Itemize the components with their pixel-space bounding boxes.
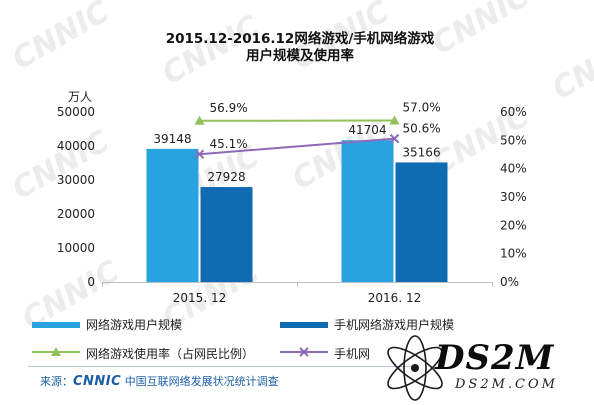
y-left-tick-label: 40000: [57, 139, 95, 153]
logo-text: DS2M: [435, 338, 555, 378]
legend-swatch-pc-users: [32, 322, 80, 328]
y-left-tick-label: 10000: [57, 241, 95, 255]
y-right-tick-label: 50%: [500, 133, 527, 147]
footer-divider: [28, 366, 418, 367]
bar-pc-users: [146, 148, 199, 282]
legend-label-pc-rate: 网络游戏使用率（占网民比例）: [86, 347, 255, 361]
line-point-pc-rate: [389, 115, 400, 125]
x-tick-label: 2016. 12: [368, 291, 421, 305]
y-right-tick-label: 10%: [500, 247, 527, 261]
y-right-tick-label: 60%: [500, 105, 527, 119]
source-text: 中国互联网络发展状况统计调查: [124, 375, 279, 388]
line-point-pc-rate: [194, 115, 205, 125]
source-brand: CNNIC: [73, 374, 122, 389]
line-data-label: 45.1%: [210, 137, 248, 151]
y-right-tick-label: 30%: [500, 190, 527, 204]
legend-swatch-mobile-users: [280, 322, 328, 328]
y-left-unit-label: 万人: [68, 90, 92, 104]
y-left-tick-label: 0: [87, 275, 95, 289]
x-tick-label: 2015. 12: [173, 291, 226, 305]
source-prefix: 来源：: [40, 375, 73, 388]
ds2m-logo: DS2M DS2M.COM: [375, 330, 590, 405]
line-data-label: 50.6%: [403, 122, 441, 136]
y-left-tick-label: 20000: [57, 207, 95, 221]
bar-data-label: 35166: [402, 145, 440, 159]
y-left-tick-label: 50000: [57, 105, 95, 119]
bar-pc-users: [341, 140, 394, 282]
line-point-mobile-rate: [194, 149, 205, 159]
atom-icon: [387, 335, 443, 401]
bar-data-label: 39148: [153, 132, 191, 146]
line-data-label: 57.0%: [403, 101, 441, 115]
line-data-label: 56.9%: [210, 101, 248, 115]
line-point-mobile-rate: [389, 133, 400, 144]
legend-swatch-pc-rate: [32, 347, 80, 356]
logo-subtext: DS2M.COM: [455, 377, 558, 392]
legend-label-mobile-users: 手机网络游戏用户规模: [334, 318, 455, 332]
bar-data-label: 27928: [207, 170, 245, 184]
legend-label-mobile-rate: 手机网: [334, 347, 371, 361]
source-footer: 来源：CNNIC 中国互联网络发展状况统计调查: [40, 373, 279, 389]
chart-title-line1: 2015.12-2016.12网络游戏/手机网络游戏: [165, 31, 435, 47]
y-right-tick-label: 40%: [500, 162, 527, 176]
y-right-tick-label: 20%: [500, 218, 527, 232]
legend-label-pc-users: 网络游戏用户规模: [86, 318, 183, 332]
line-mobile-rate: [199, 137, 395, 156]
bar-mobile-users: [200, 187, 253, 282]
bar-data-label: 41704: [348, 123, 386, 137]
bar-mobile-users: [395, 162, 448, 282]
legend-swatch-mobile-rate: [280, 347, 328, 357]
y-left-tick-label: 30000: [57, 173, 95, 187]
y-right-tick-label: 0%: [500, 275, 519, 289]
chart-title-line2: 用户规模及使用率: [246, 48, 354, 64]
